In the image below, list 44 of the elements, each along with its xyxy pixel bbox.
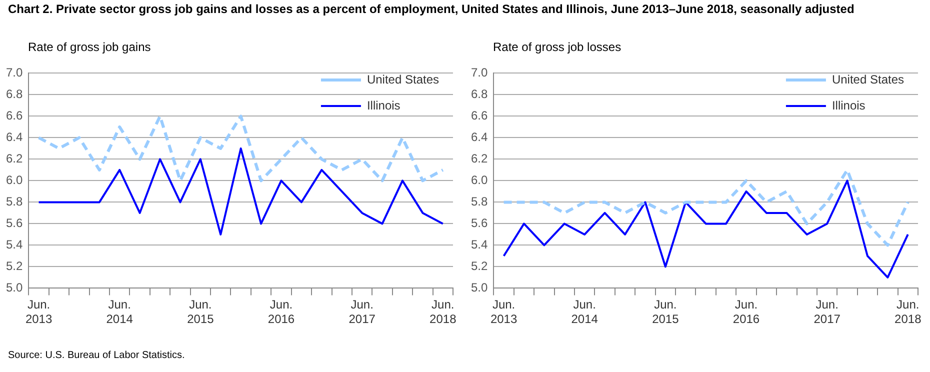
y-tick-label: 5.4: [470, 238, 488, 252]
line-series: [502, 168, 910, 247]
x-tick-label: Jun. 2017: [348, 298, 376, 326]
y-tick-label: 6.2: [6, 152, 23, 166]
y-tick-label: 6.6: [6, 108, 23, 123]
x-tick-label: Jun. 2018: [430, 298, 457, 326]
y-tick-label: 5.2: [6, 259, 23, 274]
line-series: [37, 114, 444, 182]
y-tick-label: 6.4: [6, 130, 23, 144]
chart-title: Chart 2. Private sector gross job gains and losses as a percent of employment, United States and Illinois, June 2013–June 2018, seasonally adjusted: [8, 2, 856, 17]
x-tick-label: Jun. 2014: [106, 298, 134, 326]
y-tick-label: 6.8: [6, 87, 23, 102]
x-tick-label: Jun. 2016: [268, 298, 295, 326]
y-tick-label: 5.0: [6, 280, 23, 295]
legend-label: United States: [832, 72, 904, 86]
y-tick-label: 5.8: [470, 194, 488, 209]
y-tick-label: 6.2: [470, 152, 488, 166]
y-tick-label: 5.6: [470, 216, 488, 230]
x-tick-label: Jun. 2015: [187, 298, 214, 326]
y-axis-title: Rate of gross job losses: [493, 40, 622, 54]
y-tick-label: 7.0: [6, 66, 23, 80]
x-tick-label: Jun. 2013: [490, 298, 518, 326]
y-tick-label: 6.4: [470, 130, 488, 144]
legend-label: Illinois: [832, 98, 866, 112]
y-tick-label: 5.0: [470, 280, 488, 295]
y-tick-label: 6.6: [470, 108, 488, 123]
x-tick-label: Jun. 2015: [652, 298, 680, 326]
x-tick-label: Jun. 2018: [894, 298, 922, 326]
y-tick-label: 5.8: [6, 194, 23, 209]
y-tick-label: 6.0: [470, 173, 488, 188]
y-tick-label: 6.0: [6, 173, 23, 188]
legend-label: United States: [366, 72, 440, 86]
x-tick-label: Jun. 2016: [732, 298, 760, 326]
x-tick-label: Jun. 2017: [814, 298, 841, 326]
y-tick-label: 6.8: [470, 87, 488, 102]
y-tick-label: 7.0: [470, 66, 488, 80]
legend-label: Illinois: [366, 98, 400, 112]
y-tick-label: 5.4: [6, 238, 23, 252]
source-note: Source: U.S. Bureau of Labor Statistics.: [8, 350, 185, 361]
y-axis-title: Rate of gross job gains: [28, 40, 151, 54]
x-tick-label: Jun. 2013: [25, 298, 52, 326]
x-tick-label: Jun. 2014: [571, 298, 598, 326]
y-tick-label: 5.6: [6, 216, 23, 230]
y-tick-label: 5.2: [470, 259, 488, 274]
